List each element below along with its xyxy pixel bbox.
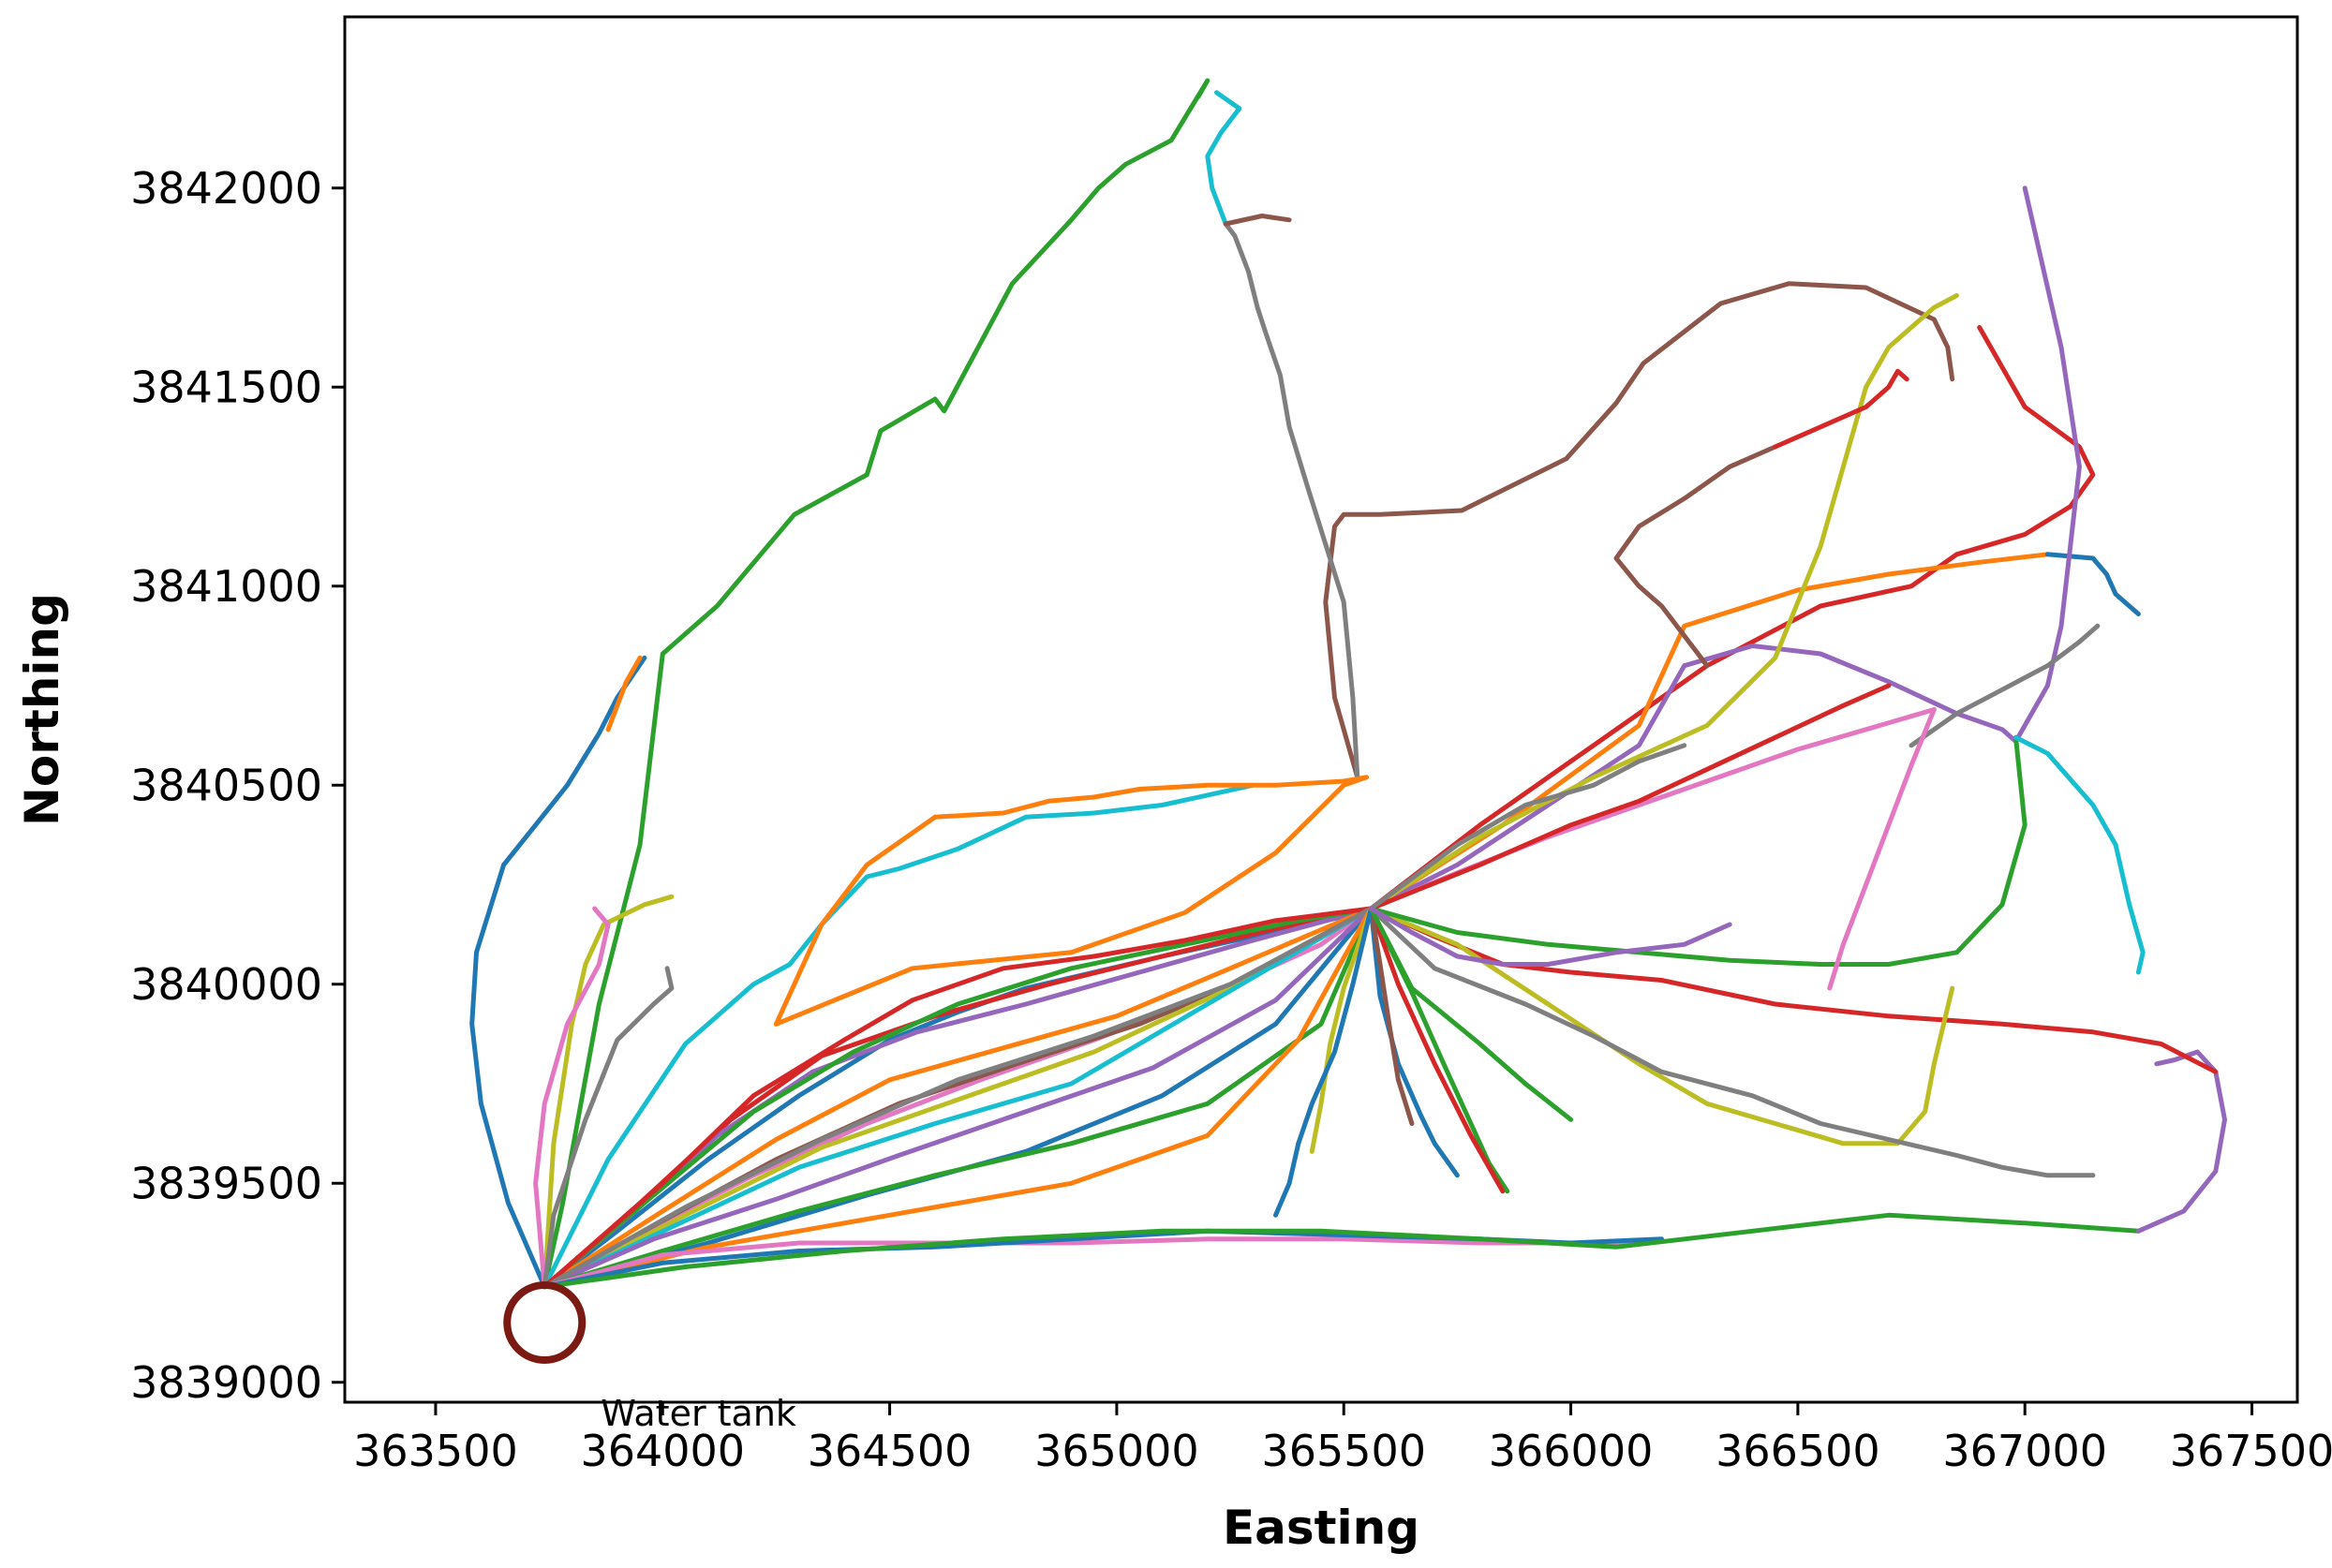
trajectory-line-41 — [2013, 734, 2146, 975]
trajectory-line-36 — [2044, 552, 2141, 616]
trajectory-line-54 — [1864, 293, 1959, 390]
water-tank-marker — [503, 1281, 587, 1364]
trajectory-line-47 — [1368, 906, 1415, 1126]
trajectory-line-31 — [542, 1212, 2141, 1290]
trajectory-line-51 — [1368, 707, 1937, 911]
trajectory-line-45 — [1368, 906, 1460, 1178]
trajectory-line-11 — [542, 966, 675, 1290]
x-tick-label: 367000 — [1942, 1426, 2107, 1476]
y-tick-label: 3840500 — [130, 760, 322, 810]
trajectory-line-38 — [2013, 185, 2082, 744]
trajectory-line-21 — [542, 906, 1374, 1290]
trajectory-line-1 — [542, 78, 1211, 1290]
trajectory-line-7 — [1223, 214, 1292, 227]
trajectory-line-2 — [469, 655, 647, 1290]
trajectory-line-22 — [542, 906, 1374, 1290]
trajectory-line-39 — [1368, 906, 1955, 1146]
x-tick-label: 364500 — [808, 1426, 973, 1476]
trajectory-line-35 — [1368, 552, 2050, 911]
trajectory-line-10 — [533, 906, 611, 1290]
plot-frame — [343, 15, 2299, 1404]
trajectory-line-6 — [1205, 90, 1242, 227]
series-layer — [469, 78, 2227, 1290]
x-tick-label: 366500 — [1716, 1426, 1880, 1476]
trajectory-line-52 — [1827, 707, 1937, 991]
trajectory-line-15 — [542, 906, 1374, 1290]
trajectory-line-49 — [1273, 906, 1374, 1218]
trajectory-line-8 — [542, 782, 1255, 1290]
trajectory-line-33 — [1368, 906, 2219, 1074]
trajectory-line-56 — [1613, 444, 1778, 669]
trajectory-line-46 — [1368, 906, 1506, 1194]
trajectory-line-43 — [1909, 623, 2101, 748]
trajectory-line-58 — [1368, 743, 1687, 911]
y-tick-label: 3839500 — [130, 1158, 322, 1208]
trajectory-line-28 — [773, 775, 1369, 1027]
y-tick-label: 3842000 — [130, 163, 322, 214]
x-tick-label: 365000 — [1034, 1426, 1199, 1476]
x-axis-title: Easting — [1223, 1501, 1419, 1555]
x-tick-label: 364000 — [580, 1426, 745, 1476]
x-tick-label: 366000 — [1489, 1426, 1654, 1476]
y-tick-label: 3839000 — [130, 1357, 322, 1408]
trajectory-line-57 — [1773, 368, 1909, 450]
trajectory-line-48 — [1309, 906, 1374, 1154]
trajectory-line-16 — [542, 906, 1374, 1290]
trajectory-line-34 — [1368, 325, 2096, 911]
trajectory-line-59 — [1368, 906, 1732, 967]
trajectory-line-50 — [1368, 906, 1574, 1122]
trajectory-line-40 — [1368, 734, 2028, 967]
trajectory-line-9 — [542, 894, 675, 1290]
trajectory-line-32 — [2135, 1049, 2227, 1234]
y-axis-title: Northing — [15, 593, 69, 826]
tick-layer: 363500 364000 364500 365000 365500 366000 3665… — [130, 163, 2332, 1476]
trajectory-line-23 — [542, 906, 1374, 1290]
x-tick-label: 365500 — [1261, 1426, 1426, 1476]
y-tick-label: 3841500 — [130, 362, 322, 412]
trajectory-line-3 — [605, 655, 643, 732]
trajectory-line-25 — [542, 906, 1374, 1290]
y-tick-label: 3841000 — [130, 561, 322, 612]
y-tick-label: 3840000 — [130, 959, 322, 1010]
trajectory-line-20 — [542, 906, 1374, 1290]
trajectory-line-55 — [1368, 683, 1892, 911]
trajectory-line-5 — [1223, 221, 1360, 780]
trajectory-line-37 — [1368, 643, 2018, 911]
x-tick-label: 367500 — [2170, 1426, 2332, 1476]
x-tick-label: 363500 — [353, 1426, 518, 1476]
annotation-layer: Water tank — [503, 1281, 796, 1434]
water-tank-label: Water tank — [601, 1393, 796, 1434]
trajectory-line-42 — [1368, 906, 2096, 1178]
trajectory-line-27 — [773, 775, 1369, 1027]
trajectory-line-26 — [542, 906, 1374, 1290]
trajectory-line-53 — [1368, 384, 1869, 911]
